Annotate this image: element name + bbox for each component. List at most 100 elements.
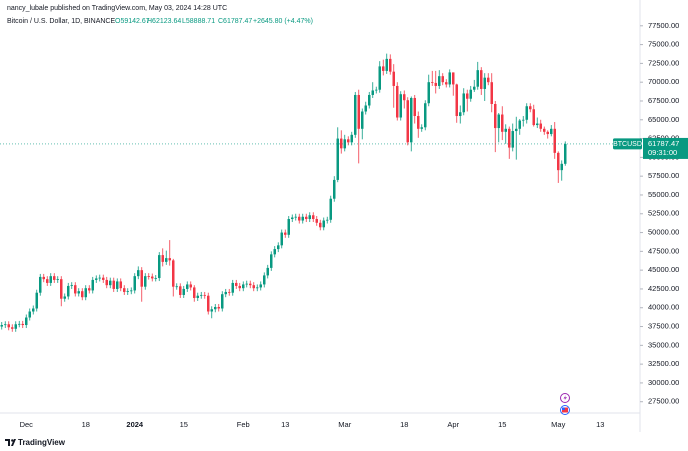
candle-body — [462, 93, 465, 113]
price-tag-value: 61787.47 — [648, 139, 679, 148]
candle-body — [424, 103, 427, 128]
symbol-tag-label: BTCUSD — [613, 141, 642, 148]
candle-body — [182, 288, 185, 295]
candle-body — [168, 258, 171, 261]
candle-body — [105, 279, 108, 286]
candle-body — [557, 152, 560, 171]
candle-body — [67, 285, 70, 297]
candle-body — [224, 291, 227, 295]
y-tick-label: 27500.00 — [648, 397, 679, 406]
candle-body — [480, 70, 483, 89]
event-icon-glyph — [563, 395, 567, 401]
candle-body — [228, 291, 231, 293]
brand-name: TradingView — [18, 438, 66, 447]
legend-close: C61787.47 — [218, 18, 252, 25]
y-tick-label: 67500.00 — [648, 96, 679, 105]
candle-body — [11, 327, 14, 329]
candle-body — [249, 283, 252, 286]
legend-high: H62123.64 — [147, 18, 181, 25]
y-tick-label: 45000.00 — [648, 265, 679, 274]
candle-body — [438, 76, 441, 86]
candle-body — [476, 70, 479, 87]
x-tick-label: Apr — [447, 420, 459, 429]
candle-body — [494, 103, 497, 129]
candle-body — [112, 280, 115, 289]
candle-body — [431, 82, 434, 83]
y-tick-label: 42500.00 — [648, 284, 679, 293]
candle-body — [448, 72, 451, 85]
candle-body — [60, 279, 63, 299]
candle-body — [119, 281, 122, 289]
x-tick-label: Dec — [20, 420, 34, 429]
x-tick-label: 15 — [498, 420, 506, 429]
candle-body — [221, 294, 224, 309]
candle-body — [420, 127, 423, 129]
y-tick-label: 77500.00 — [648, 21, 679, 30]
candle-body — [417, 116, 420, 129]
candle-body — [102, 277, 105, 280]
x-tick-label: Mar — [338, 420, 351, 429]
candle-body — [364, 105, 367, 112]
candle-body — [305, 216, 308, 220]
candle-body — [109, 280, 112, 286]
x-tick-label: Feb — [237, 420, 250, 429]
y-tick-label: 47500.00 — [648, 246, 679, 255]
candle-body — [14, 324, 17, 329]
candle-body — [452, 72, 455, 85]
candle-body — [210, 309, 213, 312]
candle-body — [518, 120, 521, 129]
candle-body — [126, 291, 129, 292]
candle-body — [473, 86, 476, 90]
candle-body — [81, 291, 84, 298]
y-tick-label: 35000.00 — [648, 340, 679, 349]
x-tick-label: 13 — [281, 420, 289, 429]
candle-body — [158, 255, 161, 279]
candle-body — [196, 295, 199, 298]
candle-body — [277, 245, 280, 250]
candle-body — [46, 279, 49, 283]
candle-body — [70, 285, 73, 286]
candle-body — [186, 284, 189, 289]
candle-body — [189, 284, 192, 288]
candle-body — [532, 109, 535, 126]
legend-open: O59142.67 — [115, 18, 150, 25]
candle-body — [455, 84, 458, 117]
candle-body — [403, 94, 406, 101]
candle-body — [508, 128, 511, 148]
candle-body — [504, 128, 507, 132]
candle-body — [497, 114, 500, 129]
candle-body — [336, 138, 339, 180]
candle-body — [357, 94, 360, 129]
candle-body — [151, 276, 154, 279]
legend-low: L58888.71 — [182, 18, 215, 25]
candle-body — [441, 76, 444, 83]
candle-body — [193, 287, 196, 298]
candle-body — [543, 128, 546, 132]
candle-body — [161, 255, 164, 262]
y-tick-label: 40000.00 — [648, 303, 679, 312]
candle-body — [273, 249, 276, 255]
price-tag-countdown: 09:31:00 — [648, 148, 677, 157]
y-tick-label: 52500.00 — [648, 209, 679, 218]
candle-body — [259, 284, 262, 288]
candle-body — [371, 90, 374, 95]
candle-body — [280, 232, 283, 246]
candle-body — [235, 282, 238, 286]
candle-body — [396, 85, 399, 118]
candle-body — [301, 216, 304, 221]
candle-body — [245, 283, 248, 285]
price-tag — [643, 137, 688, 159]
y-tick-label: 57500.00 — [648, 171, 679, 180]
candle-body — [382, 66, 385, 71]
candle-body — [466, 93, 469, 99]
candle-body — [56, 279, 59, 280]
candle-body — [389, 58, 392, 72]
candle-body — [385, 58, 388, 71]
candle-body — [287, 219, 290, 235]
candle-body — [298, 216, 301, 221]
published-line: nancy_lubale published on TradingView.co… — [7, 5, 227, 12]
candle-body — [375, 89, 378, 91]
candle-body — [550, 128, 553, 135]
candle-body — [217, 306, 220, 309]
flag-icon-canton — [562, 407, 565, 410]
